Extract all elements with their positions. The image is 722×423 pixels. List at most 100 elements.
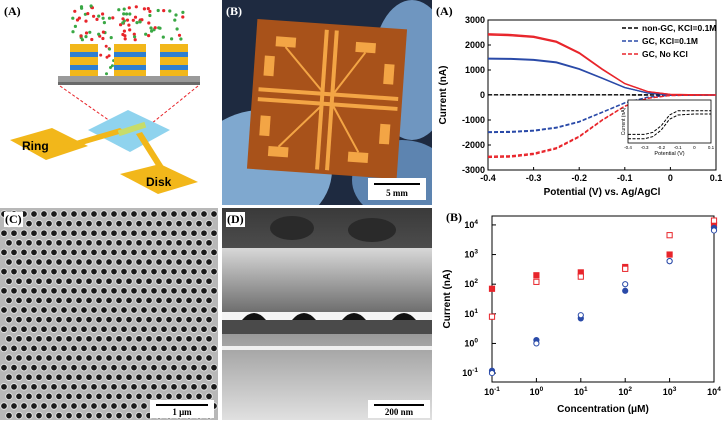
pore bbox=[30, 229, 38, 237]
cv-xtick-label: 0 bbox=[668, 173, 673, 183]
pore bbox=[95, 219, 103, 228]
pore bbox=[80, 210, 88, 218]
pore bbox=[160, 210, 168, 218]
pore bbox=[140, 363, 148, 372]
pore bbox=[210, 325, 218, 333]
pore bbox=[105, 392, 113, 401]
pore bbox=[75, 258, 83, 266]
pore bbox=[55, 277, 63, 285]
pore bbox=[195, 335, 203, 343]
pore bbox=[25, 258, 33, 266]
pore bbox=[140, 287, 148, 295]
pore bbox=[25, 315, 33, 324]
cv-inset-frame bbox=[627, 99, 712, 144]
pore bbox=[115, 239, 123, 247]
sem-top-scale-label: 1 μm bbox=[172, 407, 192, 417]
pore bbox=[35, 239, 43, 247]
pore bbox=[120, 229, 128, 237]
pore bbox=[55, 315, 63, 324]
pore bbox=[115, 373, 123, 381]
pore bbox=[130, 363, 138, 372]
pore bbox=[115, 335, 123, 343]
pore bbox=[200, 248, 208, 257]
sem-top-image: 1 μm bbox=[0, 208, 218, 420]
pore bbox=[200, 363, 208, 372]
cal-point bbox=[488, 285, 496, 292]
pore bbox=[125, 411, 133, 420]
pore bbox=[120, 267, 128, 276]
pore bbox=[190, 363, 198, 372]
pore bbox=[50, 344, 58, 353]
particle bbox=[149, 26, 153, 30]
particle bbox=[128, 28, 132, 32]
particle bbox=[133, 38, 137, 42]
pore bbox=[15, 354, 23, 362]
cv-series-line bbox=[487, 94, 717, 133]
pore bbox=[145, 219, 153, 228]
pore bbox=[25, 277, 33, 285]
particle bbox=[127, 23, 131, 27]
cv-ytick-label: 0 bbox=[480, 90, 485, 100]
pore bbox=[175, 335, 183, 343]
cv-ylabel: Current (nA) bbox=[438, 66, 449, 125]
particle bbox=[123, 37, 127, 41]
particle bbox=[135, 21, 139, 25]
calibration-chart: 10-1 100 101 102 103 104 10-1 100 101 102 103 104 Co… bbox=[442, 215, 721, 415]
pore bbox=[195, 239, 203, 247]
cv-series-line bbox=[487, 58, 717, 96]
pore bbox=[100, 210, 108, 218]
pore bbox=[95, 335, 103, 343]
pore bbox=[110, 229, 118, 237]
cal-point bbox=[488, 369, 496, 377]
pore bbox=[100, 248, 108, 257]
pore bbox=[65, 392, 73, 401]
cal-point bbox=[666, 232, 673, 239]
pore bbox=[30, 287, 38, 295]
particle bbox=[79, 34, 83, 38]
pore bbox=[165, 258, 173, 266]
pore bbox=[90, 325, 98, 333]
pore bbox=[120, 210, 128, 218]
particle bbox=[101, 16, 105, 20]
cal-ytick-label: 100 bbox=[464, 337, 478, 348]
cal-plot-frame bbox=[491, 215, 715, 383]
pore bbox=[80, 287, 88, 295]
pore bbox=[115, 277, 123, 285]
pore bbox=[5, 315, 13, 324]
pore bbox=[5, 335, 13, 343]
pore bbox=[70, 287, 78, 295]
pore bbox=[90, 383, 98, 391]
pore bbox=[60, 229, 68, 237]
pore bbox=[45, 239, 53, 247]
pore bbox=[200, 210, 208, 218]
pore bbox=[190, 344, 198, 353]
panel-label-c: (C) bbox=[4, 212, 23, 227]
pore bbox=[105, 277, 113, 285]
pore bbox=[35, 392, 43, 401]
cal-xtick-label: 104 bbox=[707, 386, 721, 397]
pore bbox=[45, 219, 53, 228]
pore bbox=[70, 344, 78, 353]
pore bbox=[150, 383, 158, 391]
pore bbox=[185, 219, 193, 228]
pore bbox=[10, 402, 18, 410]
particle bbox=[99, 53, 103, 57]
particle bbox=[119, 23, 123, 27]
cv-inset-xtick-label: -0.2 bbox=[657, 145, 665, 150]
device-photo-panel: 5 mm (B) bbox=[222, 0, 432, 205]
particle bbox=[97, 32, 101, 36]
particle bbox=[84, 19, 88, 23]
pore bbox=[90, 363, 98, 372]
pore bbox=[30, 402, 38, 410]
pore bbox=[30, 267, 38, 276]
pore bbox=[10, 383, 18, 391]
pore bbox=[75, 239, 83, 247]
pore bbox=[0, 229, 8, 237]
cal-xtick-label: 101 bbox=[574, 386, 588, 397]
pore bbox=[50, 363, 58, 372]
pore bbox=[105, 335, 113, 343]
pore bbox=[30, 248, 38, 257]
cv-xtick-label: -0.3 bbox=[526, 173, 542, 183]
pore bbox=[5, 239, 13, 247]
pore bbox=[180, 325, 188, 333]
